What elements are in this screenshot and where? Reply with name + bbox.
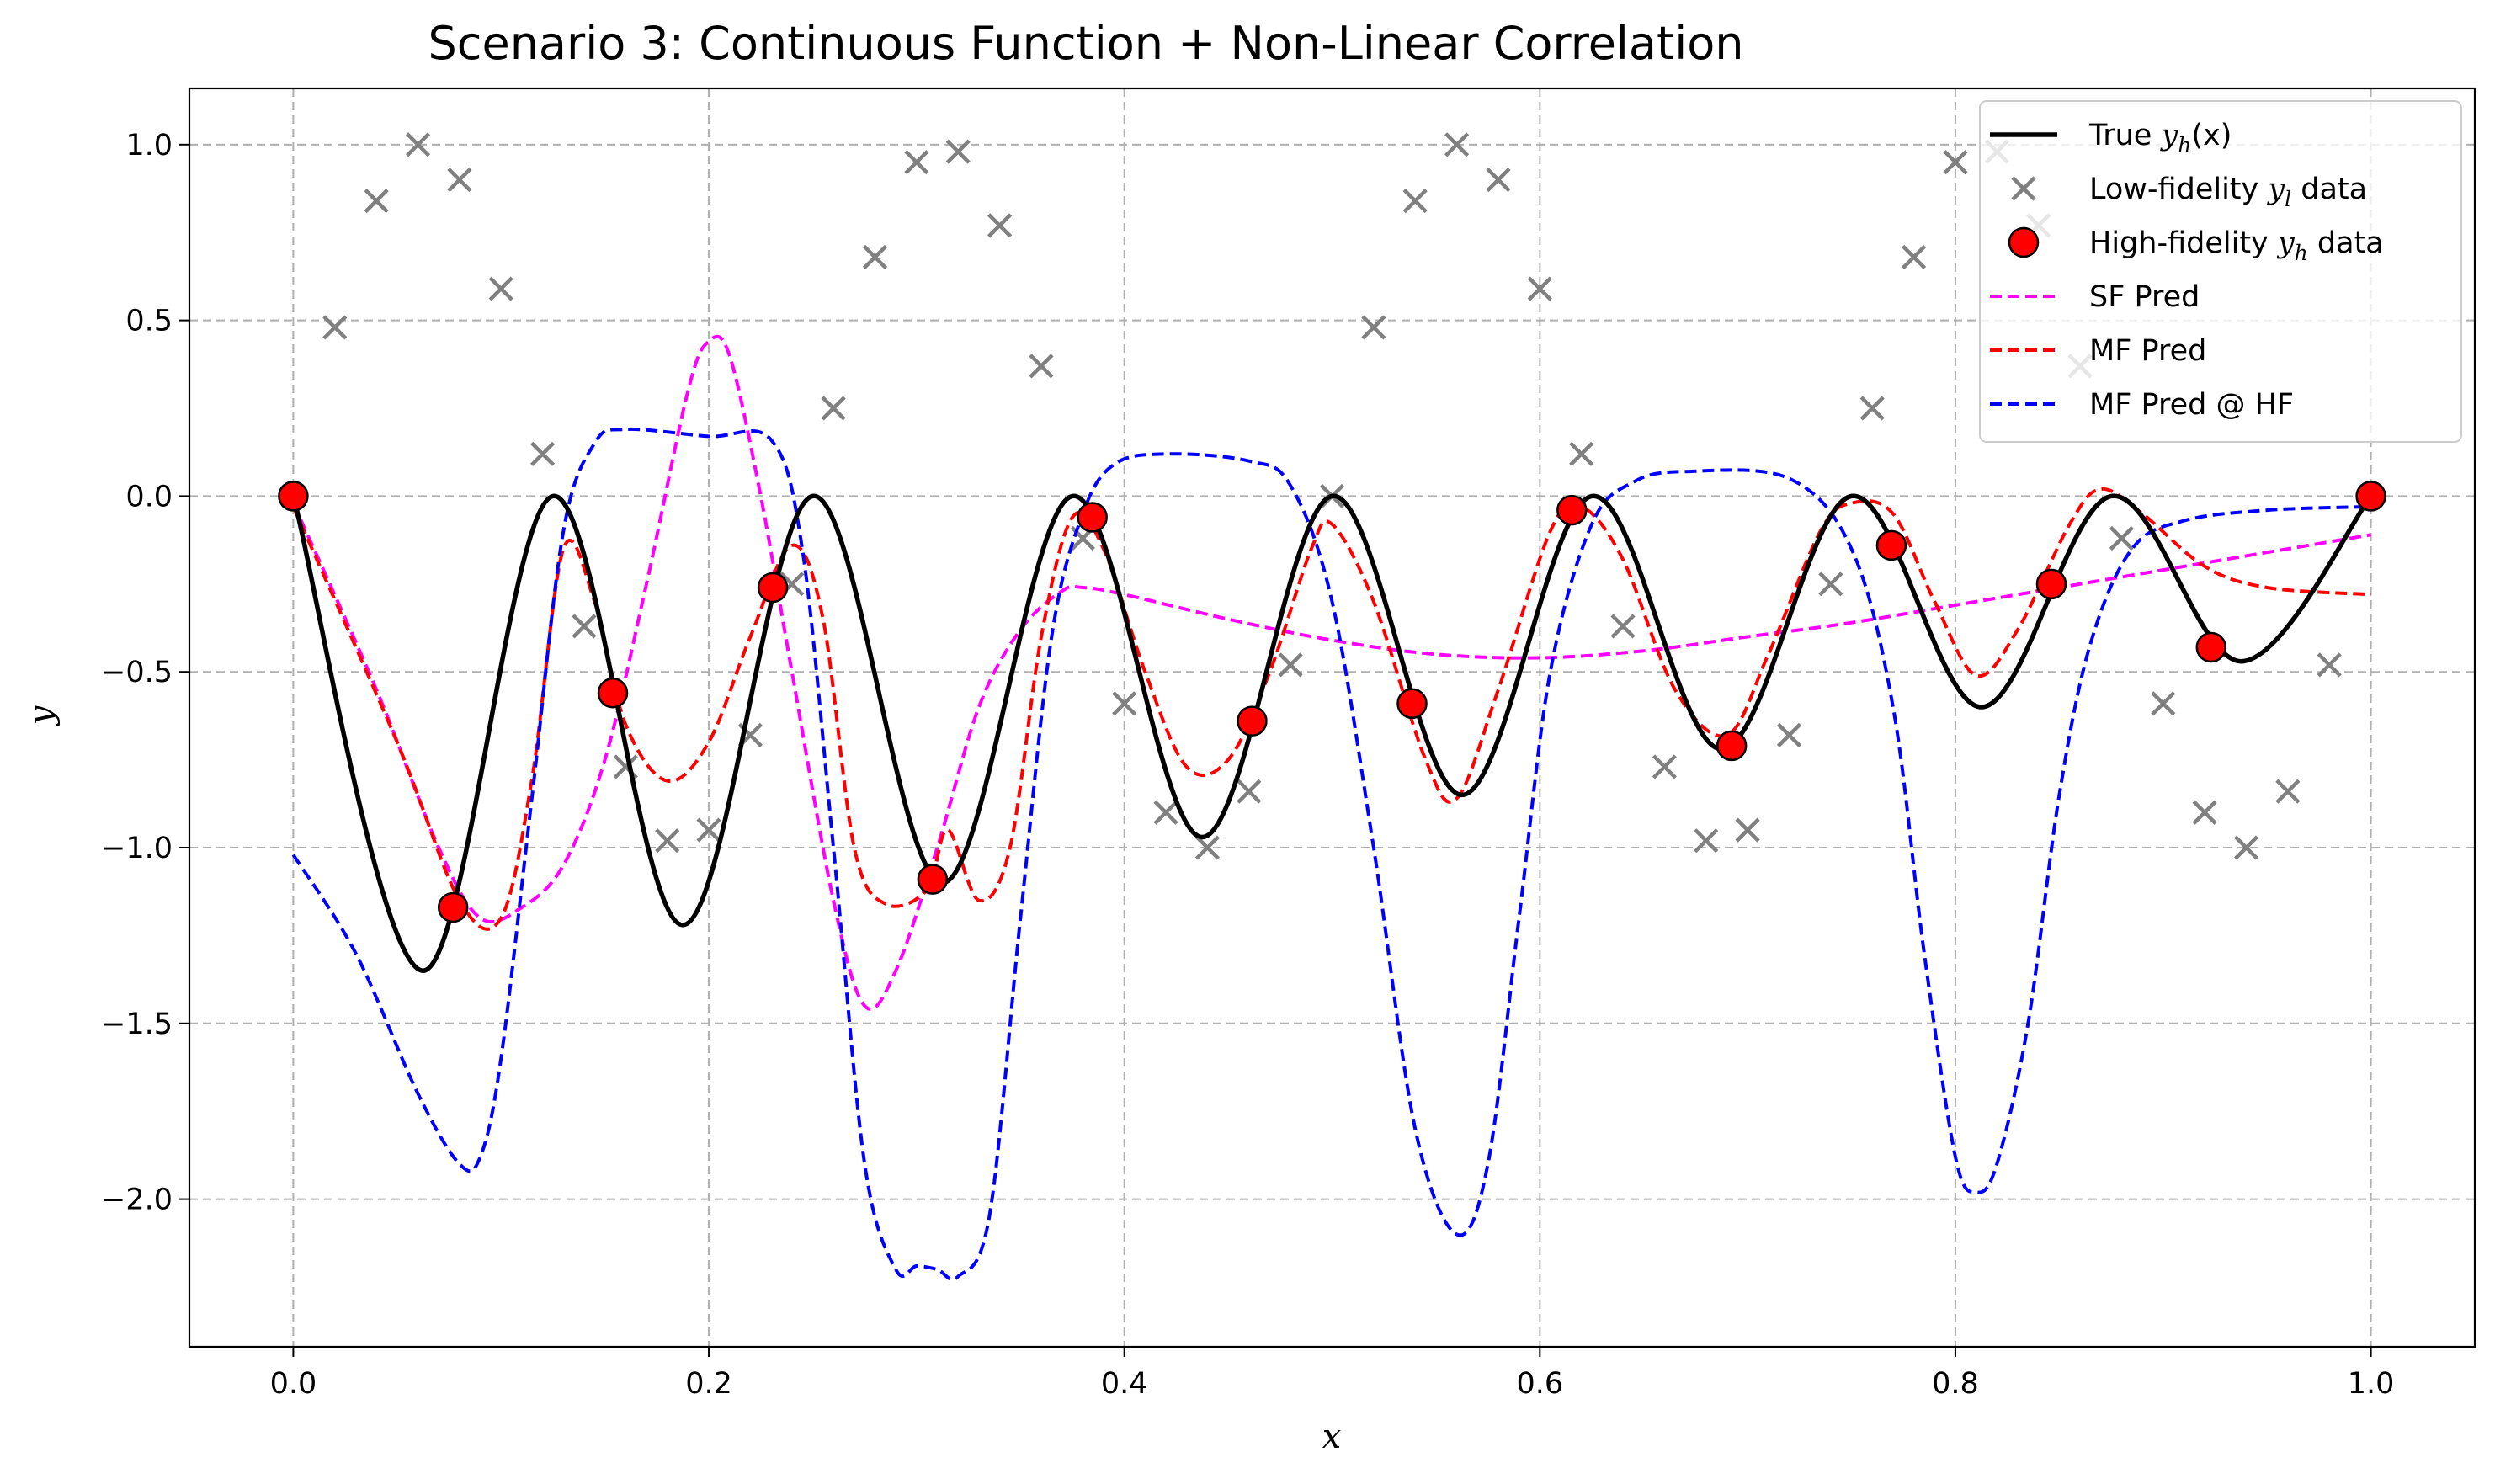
series-line-mf-pred <box>291 487 2371 931</box>
lf-data-point <box>1361 315 1386 340</box>
lf-data-point <box>1859 396 1885 421</box>
hf-data-point <box>917 864 949 895</box>
lf-data-point <box>1237 779 1262 804</box>
lf-data-point <box>1278 652 1303 678</box>
legend-item-low-fidelity-y-l-data: Low-fidelity yl data <box>2011 173 2367 211</box>
x-tick-label: 0.6 <box>1516 1367 1563 1401</box>
legend-item-mf-pred-hf: MF Pred @ HF <box>1990 388 2294 422</box>
lf-data-point <box>1818 572 1843 597</box>
legend-box <box>1979 100 2462 443</box>
legend-label: High-fidelity yh data <box>2089 226 2384 265</box>
lf-data-point <box>821 396 846 421</box>
x-tick-label: 0.4 <box>1101 1367 1148 1401</box>
axis-ticks: 0.0 0.2 0.4 0.6 0.8 1.0 −2.0 −1.5 −1.0 −0.5 0.0 0.5… <box>101 129 2394 1401</box>
lf-data-point <box>1194 835 1221 860</box>
lf-data-point <box>1444 132 1470 157</box>
lf-data-point <box>987 213 1013 238</box>
legend-label: MF Pred @ HF <box>2089 388 2294 422</box>
lf-data-point <box>447 167 472 193</box>
hf-data-point <box>597 678 629 709</box>
lf-data-point <box>405 132 431 157</box>
hf-data-point <box>2195 631 2227 663</box>
plot-series <box>278 132 2386 1281</box>
lf-data-point <box>2233 835 2259 860</box>
chart-title: Scenario 3: Continuous Function + Non-Li… <box>428 17 1744 70</box>
lf-data-point <box>1735 817 1760 843</box>
legend-swatch <box>2008 226 2040 258</box>
lf-data-point <box>655 828 680 854</box>
lf-data-point <box>1527 276 1552 301</box>
hf-data-point <box>2355 481 2386 512</box>
legend-label: MF Pred <box>2089 334 2206 368</box>
legend-item-sf-pred: SF Pred <box>1990 280 2200 314</box>
lf-data-point <box>904 150 929 175</box>
x-tick-label: 0.8 <box>1932 1367 1979 1401</box>
lf-data-point <box>2151 691 2176 716</box>
lf-data-point <box>322 315 348 340</box>
legend-item-high-fidelity-y-h-data: High-fidelity yh data <box>2008 226 2384 265</box>
hf-data-point <box>1875 529 1907 561</box>
x-axis-label: x <box>1322 1418 1342 1456</box>
x-tick-label: 0.2 <box>685 1367 732 1401</box>
hf-data-point <box>278 481 309 512</box>
lf-data-point <box>2275 779 2301 804</box>
lf-data-point <box>572 614 597 639</box>
legend: True yh(x) Low-fidelity yl data High-fidel… <box>1979 100 2462 443</box>
plot-area-frame <box>188 87 2476 1348</box>
lf-data-point <box>1029 354 1054 379</box>
lf-data-point <box>1901 244 1927 270</box>
hf-data-point <box>1237 705 1268 737</box>
y-tick-label: −1.5 <box>101 1008 173 1041</box>
x-tick-label: 1.0 <box>2348 1367 2395 1401</box>
series-line-true-y-h-x <box>290 493 2373 973</box>
hf-data-point <box>1077 502 1108 533</box>
hf-data-point <box>1556 494 1588 526</box>
hf-data-point <box>1716 730 1748 762</box>
y-axis-label: y <box>22 705 61 726</box>
lf-data-point <box>1610 614 1636 639</box>
legend-swatch <box>2011 176 2036 201</box>
y-tick-label: −0.5 <box>101 656 173 689</box>
legend-label: SF Pred <box>2089 280 2200 314</box>
lf-data-point <box>488 276 513 301</box>
hf-data-point <box>757 572 789 604</box>
grid <box>189 88 2475 1347</box>
y-tick-label: 0.5 <box>125 305 173 338</box>
lf-data-point <box>2192 800 2217 825</box>
hf-data-point <box>2035 568 2067 600</box>
y-tick-label: 1.0 <box>125 129 173 162</box>
legend-item-mf-pred: MF Pred <box>1990 334 2206 368</box>
legend-label: True yh(x) <box>2088 119 2232 157</box>
series-line-mf-pred-hf <box>291 427 2371 1281</box>
lf-data-point <box>1153 800 1178 825</box>
lf-data-point <box>696 817 721 843</box>
hf-data-point <box>437 891 469 923</box>
lf-data-point <box>1943 150 1968 175</box>
y-tick-label: −2.0 <box>101 1183 173 1217</box>
lf-data-point <box>2109 525 2135 551</box>
lf-data-point <box>529 441 556 466</box>
lf-data-point <box>1486 167 1511 193</box>
lf-data-point <box>364 189 389 214</box>
hf-data-point <box>1396 688 1428 720</box>
x-tick-label: 0.0 <box>270 1367 317 1401</box>
lf-data-point <box>1112 691 1137 716</box>
series-line-sf-pred <box>291 334 2371 1011</box>
lf-data-point <box>1569 441 1594 466</box>
lf-data-point <box>1652 754 1678 779</box>
lf-data-point <box>1402 189 1428 214</box>
lf-data-point <box>2317 652 2342 678</box>
y-tick-label: 0.0 <box>125 480 173 513</box>
lf-data-point <box>945 139 971 164</box>
lf-data-point <box>1694 828 1719 854</box>
lf-data-point <box>1776 722 1802 747</box>
legend-item-true-y-h-x: True yh(x) <box>1990 119 2232 157</box>
legend-label: Low-fidelity yl data <box>2089 173 2367 211</box>
y-tick-label: −1.0 <box>101 832 173 865</box>
lf-data-point <box>862 244 888 270</box>
